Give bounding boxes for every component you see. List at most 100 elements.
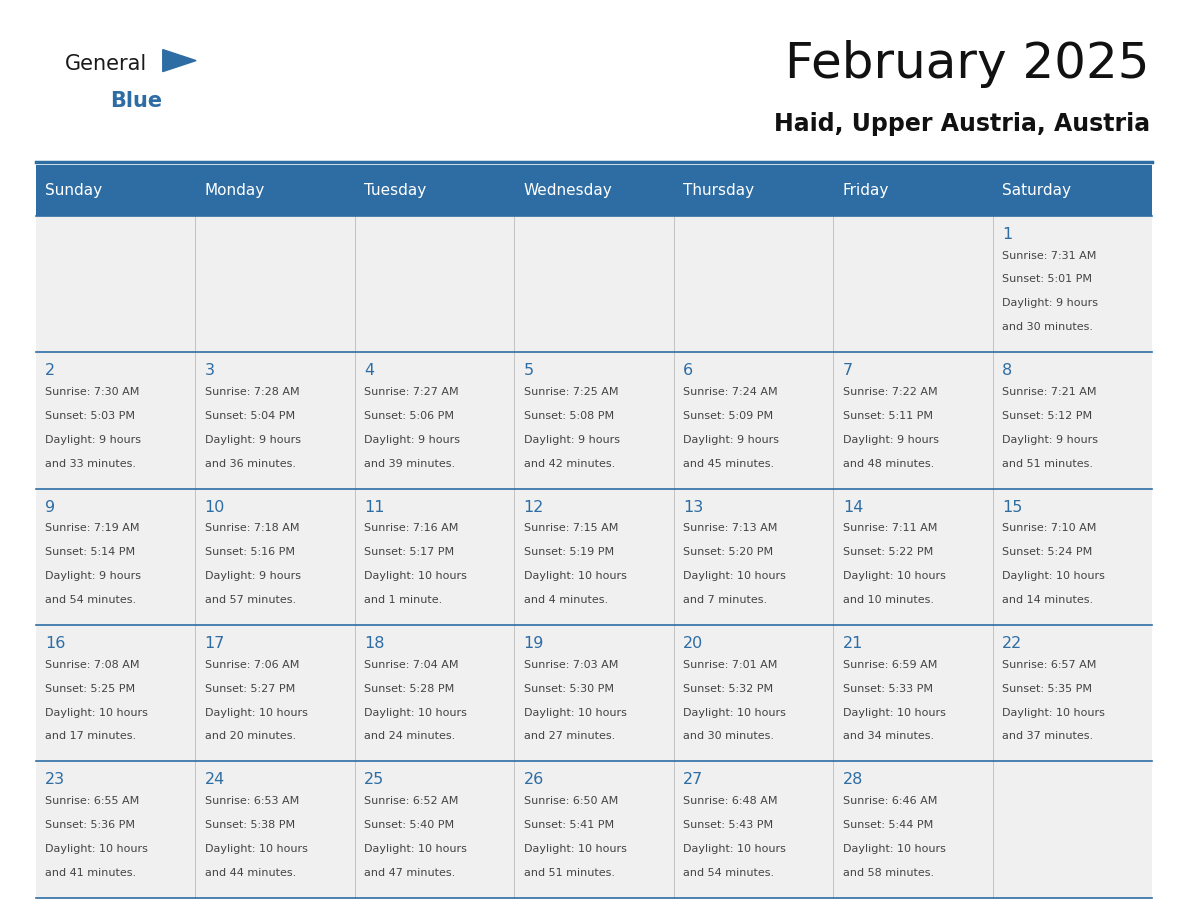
- Text: 10: 10: [204, 499, 225, 515]
- Text: Daylight: 10 hours: Daylight: 10 hours: [204, 844, 308, 854]
- Text: Sunrise: 7:24 AM: Sunrise: 7:24 AM: [683, 387, 778, 397]
- Polygon shape: [163, 50, 196, 72]
- Text: February 2025: February 2025: [785, 40, 1150, 88]
- Text: 16: 16: [45, 636, 65, 651]
- Text: Daylight: 9 hours: Daylight: 9 hours: [365, 435, 460, 444]
- Text: Daylight: 9 hours: Daylight: 9 hours: [204, 435, 301, 444]
- Text: Sunrise: 7:11 AM: Sunrise: 7:11 AM: [842, 523, 937, 533]
- Text: Sunset: 5:27 PM: Sunset: 5:27 PM: [204, 684, 295, 694]
- Text: Sunrise: 6:59 AM: Sunrise: 6:59 AM: [842, 660, 937, 670]
- Text: Sunrise: 7:01 AM: Sunrise: 7:01 AM: [683, 660, 778, 670]
- Text: and 4 minutes.: and 4 minutes.: [524, 595, 608, 605]
- Text: Sunset: 5:24 PM: Sunset: 5:24 PM: [1003, 547, 1093, 557]
- Text: 2: 2: [45, 364, 56, 378]
- Bar: [36, 216, 1152, 353]
- Text: Daylight: 9 hours: Daylight: 9 hours: [524, 435, 620, 444]
- Text: General: General: [65, 54, 147, 74]
- Text: 13: 13: [683, 499, 703, 515]
- Text: Daylight: 10 hours: Daylight: 10 hours: [683, 708, 786, 718]
- Text: Sunrise: 7:25 AM: Sunrise: 7:25 AM: [524, 387, 618, 397]
- Text: Sunrise: 7:31 AM: Sunrise: 7:31 AM: [1003, 251, 1097, 261]
- Text: 6: 6: [683, 364, 694, 378]
- Text: 3: 3: [204, 364, 215, 378]
- Text: Daylight: 10 hours: Daylight: 10 hours: [683, 571, 786, 581]
- Text: and 17 minutes.: and 17 minutes.: [45, 732, 137, 742]
- Text: Sunrise: 7:03 AM: Sunrise: 7:03 AM: [524, 660, 618, 670]
- Text: Sunset: 5:33 PM: Sunset: 5:33 PM: [842, 684, 933, 694]
- Text: Sunset: 5:09 PM: Sunset: 5:09 PM: [683, 411, 773, 420]
- Text: and 27 minutes.: and 27 minutes.: [524, 732, 615, 742]
- Text: and 47 minutes.: and 47 minutes.: [365, 868, 455, 878]
- Text: Sunrise: 7:28 AM: Sunrise: 7:28 AM: [204, 387, 299, 397]
- Text: 23: 23: [45, 772, 65, 788]
- Text: and 51 minutes.: and 51 minutes.: [1003, 459, 1093, 468]
- Text: 7: 7: [842, 364, 853, 378]
- Text: Haid, Upper Austria, Austria: Haid, Upper Austria, Austria: [773, 112, 1150, 136]
- Text: Daylight: 10 hours: Daylight: 10 hours: [524, 571, 626, 581]
- Bar: [36, 353, 1152, 488]
- Text: Sunset: 5:04 PM: Sunset: 5:04 PM: [204, 411, 295, 420]
- Text: Daylight: 10 hours: Daylight: 10 hours: [365, 571, 467, 581]
- Text: and 33 minutes.: and 33 minutes.: [45, 459, 137, 468]
- Text: 5: 5: [524, 364, 533, 378]
- Text: 12: 12: [524, 499, 544, 515]
- Text: Daylight: 10 hours: Daylight: 10 hours: [1003, 571, 1105, 581]
- Text: 21: 21: [842, 636, 864, 651]
- Text: and 58 minutes.: and 58 minutes.: [842, 868, 934, 878]
- Text: Monday: Monday: [204, 183, 265, 198]
- Text: and 54 minutes.: and 54 minutes.: [683, 868, 775, 878]
- Text: Sunday: Sunday: [45, 183, 102, 198]
- Text: and 51 minutes.: and 51 minutes.: [524, 868, 614, 878]
- Text: Daylight: 10 hours: Daylight: 10 hours: [365, 708, 467, 718]
- Text: Sunset: 5:14 PM: Sunset: 5:14 PM: [45, 547, 135, 557]
- Text: 19: 19: [524, 636, 544, 651]
- Text: Sunset: 5:25 PM: Sunset: 5:25 PM: [45, 684, 135, 694]
- Text: Daylight: 10 hours: Daylight: 10 hours: [365, 844, 467, 854]
- Text: 27: 27: [683, 772, 703, 788]
- Text: Daylight: 9 hours: Daylight: 9 hours: [683, 435, 779, 444]
- Text: Sunset: 5:43 PM: Sunset: 5:43 PM: [683, 820, 773, 830]
- Text: Sunrise: 6:50 AM: Sunrise: 6:50 AM: [524, 796, 618, 806]
- Text: Sunrise: 7:15 AM: Sunrise: 7:15 AM: [524, 523, 618, 533]
- Text: and 7 minutes.: and 7 minutes.: [683, 595, 767, 605]
- Text: Daylight: 9 hours: Daylight: 9 hours: [842, 435, 939, 444]
- Text: Sunset: 5:36 PM: Sunset: 5:36 PM: [45, 820, 135, 830]
- Text: Sunrise: 7:19 AM: Sunrise: 7:19 AM: [45, 523, 140, 533]
- Text: and 34 minutes.: and 34 minutes.: [842, 732, 934, 742]
- Text: Daylight: 10 hours: Daylight: 10 hours: [45, 844, 148, 854]
- Text: 25: 25: [365, 772, 385, 788]
- Text: and 48 minutes.: and 48 minutes.: [842, 459, 934, 468]
- Text: Sunset: 5:03 PM: Sunset: 5:03 PM: [45, 411, 135, 420]
- Text: and 54 minutes.: and 54 minutes.: [45, 595, 137, 605]
- Text: Sunrise: 7:18 AM: Sunrise: 7:18 AM: [204, 523, 299, 533]
- Text: Sunrise: 7:10 AM: Sunrise: 7:10 AM: [1003, 523, 1097, 533]
- Text: Sunset: 5:20 PM: Sunset: 5:20 PM: [683, 547, 773, 557]
- Text: Sunrise: 7:27 AM: Sunrise: 7:27 AM: [365, 387, 459, 397]
- Text: Sunrise: 6:52 AM: Sunrise: 6:52 AM: [365, 796, 459, 806]
- Text: Sunset: 5:35 PM: Sunset: 5:35 PM: [1003, 684, 1092, 694]
- Text: Sunset: 5:12 PM: Sunset: 5:12 PM: [1003, 411, 1093, 420]
- Text: Daylight: 10 hours: Daylight: 10 hours: [683, 844, 786, 854]
- Text: Sunrise: 6:46 AM: Sunrise: 6:46 AM: [842, 796, 937, 806]
- Text: and 1 minute.: and 1 minute.: [365, 595, 442, 605]
- Text: Daylight: 10 hours: Daylight: 10 hours: [524, 844, 626, 854]
- Text: and 39 minutes.: and 39 minutes.: [365, 459, 455, 468]
- Text: Sunrise: 7:30 AM: Sunrise: 7:30 AM: [45, 387, 139, 397]
- Text: Sunset: 5:38 PM: Sunset: 5:38 PM: [204, 820, 295, 830]
- Text: Tuesday: Tuesday: [365, 183, 426, 198]
- Text: Daylight: 10 hours: Daylight: 10 hours: [524, 708, 626, 718]
- Text: Sunset: 5:22 PM: Sunset: 5:22 PM: [842, 547, 933, 557]
- Text: and 57 minutes.: and 57 minutes.: [204, 595, 296, 605]
- Bar: [36, 488, 1152, 625]
- Text: 11: 11: [365, 499, 385, 515]
- Text: Daylight: 9 hours: Daylight: 9 hours: [1003, 298, 1099, 308]
- Text: and 41 minutes.: and 41 minutes.: [45, 868, 137, 878]
- Text: and 30 minutes.: and 30 minutes.: [1003, 322, 1093, 332]
- Text: Daylight: 9 hours: Daylight: 9 hours: [1003, 435, 1099, 444]
- Text: and 30 minutes.: and 30 minutes.: [683, 732, 775, 742]
- Text: 1: 1: [1003, 227, 1012, 241]
- Text: Daylight: 10 hours: Daylight: 10 hours: [204, 708, 308, 718]
- Text: Sunset: 5:17 PM: Sunset: 5:17 PM: [365, 547, 454, 557]
- Text: 8: 8: [1003, 364, 1012, 378]
- Text: Wednesday: Wednesday: [524, 183, 613, 198]
